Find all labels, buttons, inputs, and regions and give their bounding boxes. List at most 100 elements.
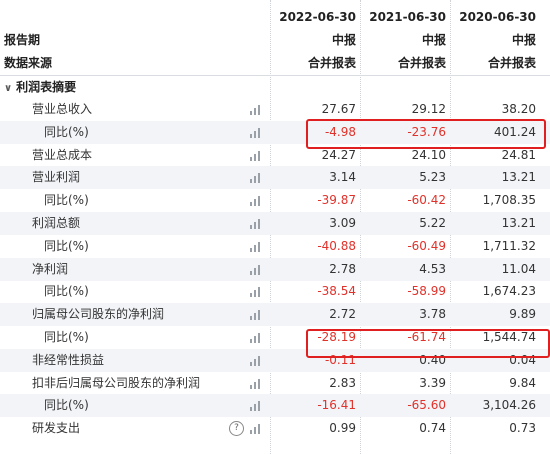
table-row: 同比(%) -16.41 -65.60 3,104.26 xyxy=(0,394,550,418)
row-label: 扣非后归属母公司股东的净利润 xyxy=(32,375,201,390)
bar-chart-icon[interactable] xyxy=(250,378,262,389)
table-row: 同比(%) -40.88 -60.49 1,711.32 xyxy=(0,235,550,258)
cell-value: 24.27 xyxy=(321,147,356,162)
bar-chart-icon[interactable] xyxy=(250,264,262,275)
cell-value: 11.04 xyxy=(501,261,536,276)
date-col-3: 2020-06-30 xyxy=(459,10,536,24)
table-row: 同比(%) -38.54 -58.99 1,674.23 xyxy=(0,280,550,303)
highlight-box xyxy=(306,119,546,149)
row-label: 非经常性损益 xyxy=(32,352,105,367)
cell-value: 2.83 xyxy=(329,375,356,390)
row-label: 营业总成本 xyxy=(32,147,93,162)
bar-chart-icon[interactable] xyxy=(250,195,262,207)
cell-value: 3.39 xyxy=(419,375,446,390)
bar-chart-icon[interactable] xyxy=(250,400,262,412)
row-label: 净利润 xyxy=(32,261,69,276)
cell-value: -40.88 xyxy=(317,238,356,253)
cell-value: 401.24 xyxy=(494,124,536,139)
cell-value: 27.67 xyxy=(321,102,356,116)
cell-value: 3,104.26 xyxy=(482,398,536,413)
cell-value: -4.98 xyxy=(324,124,356,139)
report-period-label: 报告期 xyxy=(4,33,41,47)
table-row: 同比(%) -28.19 -61.74 1,544.74 xyxy=(0,326,550,349)
bar-chart-icon[interactable] xyxy=(250,309,262,321)
cell-value: 0.99 xyxy=(329,421,356,436)
bar-chart-icon[interactable] xyxy=(250,423,262,435)
bar-chart-icon[interactable] xyxy=(250,218,262,229)
row-label: 营业总收入 xyxy=(32,102,93,116)
cell-value: 1,674.23 xyxy=(482,284,536,299)
cell-value: -39.87 xyxy=(317,193,356,208)
cell-value: -28.19 xyxy=(317,330,356,344)
bar-chart-icon[interactable] xyxy=(250,332,262,343)
bar-chart-icon[interactable] xyxy=(250,150,262,161)
cell-value: -61.74 xyxy=(407,330,446,344)
cell-value: -38.54 xyxy=(317,284,356,299)
cell-value: 38.20 xyxy=(501,102,536,116)
cell-value: 5.22 xyxy=(419,216,446,230)
data-source-col-2: 合并报表 xyxy=(397,56,446,70)
table-row: 营业利润 3.14 5.23 13.21 xyxy=(0,166,550,190)
row-label: 同比(%) xyxy=(44,330,89,344)
report-period-row: 报告期 中报 中报 中报 xyxy=(0,29,550,52)
cell-value: -60.49 xyxy=(407,238,446,253)
date-col-1: 2022-06-30 xyxy=(279,10,356,24)
bar-chart-icon[interactable] xyxy=(250,355,262,366)
cell-value: 3.14 xyxy=(329,170,356,185)
cell-value: 13.21 xyxy=(501,216,536,230)
section-title: 利润表摘要 xyxy=(16,80,77,94)
bar-chart-icon[interactable] xyxy=(250,286,262,298)
cell-value: 1,544.74 xyxy=(482,330,536,344)
table-row: 同比(%) -39.87 -60.42 1,708.35 xyxy=(0,189,550,212)
row-label: 同比(%) xyxy=(44,193,89,208)
table-row: 营业总收入 27.67 29.12 38.20 xyxy=(0,98,550,121)
cell-value: 4.53 xyxy=(419,261,446,276)
chevron-down-icon[interactable]: ∨ xyxy=(4,83,13,94)
cell-value: 9.84 xyxy=(509,375,536,390)
highlight-box xyxy=(306,329,550,358)
cell-value: 2.78 xyxy=(329,261,356,276)
bar-chart-icon[interactable] xyxy=(250,172,262,184)
cell-value: -60.42 xyxy=(407,193,446,208)
report-period-col-3: 中报 xyxy=(511,33,536,47)
cell-value: 3.78 xyxy=(419,307,446,322)
cell-value: 9.89 xyxy=(509,307,536,322)
row-label: 研发支出 xyxy=(32,421,81,436)
cell-value: 13.21 xyxy=(501,170,536,185)
cell-value: 5.23 xyxy=(419,170,446,185)
data-source-col-3: 合并报表 xyxy=(487,56,536,70)
table-row: 营业总成本 24.27 24.10 24.81 xyxy=(0,144,550,167)
table-row: 净利润 2.78 4.53 11.04 xyxy=(0,257,550,281)
cell-value: -16.41 xyxy=(317,398,356,413)
bar-chart-icon[interactable] xyxy=(250,241,262,252)
data-source-col-1: 合并报表 xyxy=(307,56,356,70)
question-circle-icon[interactable]: ? xyxy=(229,421,244,437)
table-row: 利润总额 3.09 5.22 13.21 xyxy=(0,212,550,235)
cell-value: 1,711.32 xyxy=(482,238,536,253)
bar-chart-icon[interactable] xyxy=(250,104,262,115)
row-label: 营业利润 xyxy=(32,170,81,185)
header-date-row: 2022-06-30 2021-06-30 2020-06-30 xyxy=(0,6,550,29)
cell-value: 24.81 xyxy=(501,147,536,162)
cell-value: 1,708.35 xyxy=(482,193,536,208)
bar-chart-icon[interactable] xyxy=(250,127,262,138)
cell-value: -58.99 xyxy=(407,284,446,299)
row-label: 利润总额 xyxy=(32,216,81,230)
data-source-label: 数据来源 xyxy=(4,56,53,70)
cell-value: -65.60 xyxy=(407,398,446,413)
date-col-2: 2021-06-30 xyxy=(369,10,446,24)
cell-value: 29.12 xyxy=(411,102,446,116)
cell-value: 0.73 xyxy=(509,421,536,436)
section-header[interactable]: ∨ 利润表摘要 xyxy=(0,75,550,99)
data-source-row: 数据来源 合并报表 合并报表 合并报表 xyxy=(0,52,550,75)
row-label: 同比(%) xyxy=(44,124,89,139)
table-row: 归属母公司股东的净利润 2.72 3.78 9.89 xyxy=(0,303,550,327)
report-period-col-2: 中报 xyxy=(421,33,446,47)
table-row: 扣非后归属母公司股东的净利润 2.83 3.39 9.84 xyxy=(0,372,550,395)
cell-value: -23.76 xyxy=(407,124,446,139)
table-row: 同比(%) -4.98 -23.76 401.24 xyxy=(0,120,550,144)
row-label: 归属母公司股东的净利润 xyxy=(32,307,165,322)
table-row: 研发支出? 0.99 0.74 0.73 xyxy=(0,417,550,440)
cell-value: 2.72 xyxy=(329,307,356,322)
